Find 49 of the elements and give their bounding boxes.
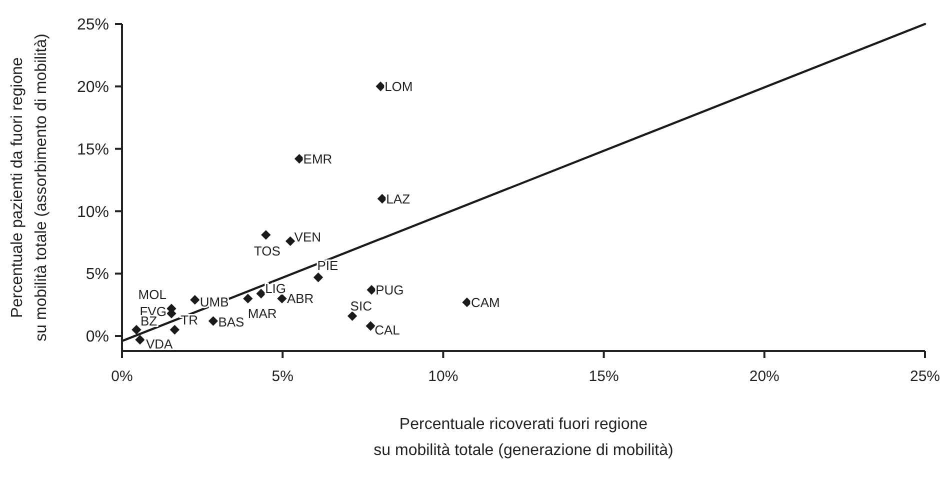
x-tick-label: 0% bbox=[111, 368, 133, 385]
y-tick-label: 15% bbox=[76, 141, 109, 158]
point bbox=[366, 321, 376, 331]
point bbox=[243, 294, 253, 304]
annotation: LOM bbox=[384, 78, 413, 94]
point bbox=[170, 324, 180, 335]
annotation: VEN bbox=[294, 230, 322, 245]
y-tick-label: 20% bbox=[76, 79, 109, 96]
annotation: ABR bbox=[286, 291, 314, 306]
x-tick-label: 20% bbox=[749, 368, 780, 385]
point bbox=[261, 230, 271, 240]
x-tick-label: 5% bbox=[272, 368, 294, 385]
annotation: SIC bbox=[350, 298, 372, 314]
y-tick-label: 0% bbox=[86, 328, 109, 346]
point bbox=[366, 284, 376, 295]
point bbox=[462, 297, 472, 308]
x-tick-label: 10% bbox=[428, 368, 458, 385]
x-tick-label: 15% bbox=[588, 368, 619, 385]
y-tick-label: 5% bbox=[86, 266, 109, 284]
y-axis-title: Percentuale pazienti da fuori regione su mobilità totale (assorbimento di mobilità) bbox=[9, 34, 50, 342]
point bbox=[190, 294, 200, 305]
annotation: LAZ bbox=[386, 191, 410, 206]
x-tick-label: 25% bbox=[910, 368, 940, 385]
y-tick-label: 25% bbox=[76, 16, 109, 34]
point bbox=[347, 311, 358, 321]
point bbox=[277, 294, 287, 304]
annotation: LIG bbox=[265, 281, 286, 296]
annotation: EMR bbox=[303, 151, 332, 166]
point bbox=[256, 288, 266, 298]
point bbox=[377, 194, 388, 204]
point bbox=[313, 272, 324, 282]
annotation: MAR bbox=[248, 306, 277, 322]
point bbox=[135, 334, 145, 345]
x-axis-title: Percentuale ricoverati fuori regione su mobilità totale (generazione di mobilità) bbox=[374, 416, 674, 459]
annotation: TOS bbox=[254, 243, 281, 258]
y-tick-label: 10% bbox=[76, 204, 109, 221]
point bbox=[208, 316, 218, 326]
annotation: BAS bbox=[218, 314, 245, 330]
annotation: TR bbox=[180, 312, 198, 328]
point bbox=[285, 236, 296, 246]
annotation: PIE bbox=[317, 258, 339, 273]
annotation: CAM bbox=[470, 294, 500, 310]
annotation: CAL bbox=[374, 322, 400, 338]
point bbox=[294, 154, 304, 164]
annotation: VDA bbox=[146, 336, 174, 352]
annotation: MOL bbox=[138, 287, 166, 302]
annotation: PUG bbox=[376, 282, 404, 298]
point bbox=[376, 82, 386, 92]
point bbox=[132, 324, 142, 335]
